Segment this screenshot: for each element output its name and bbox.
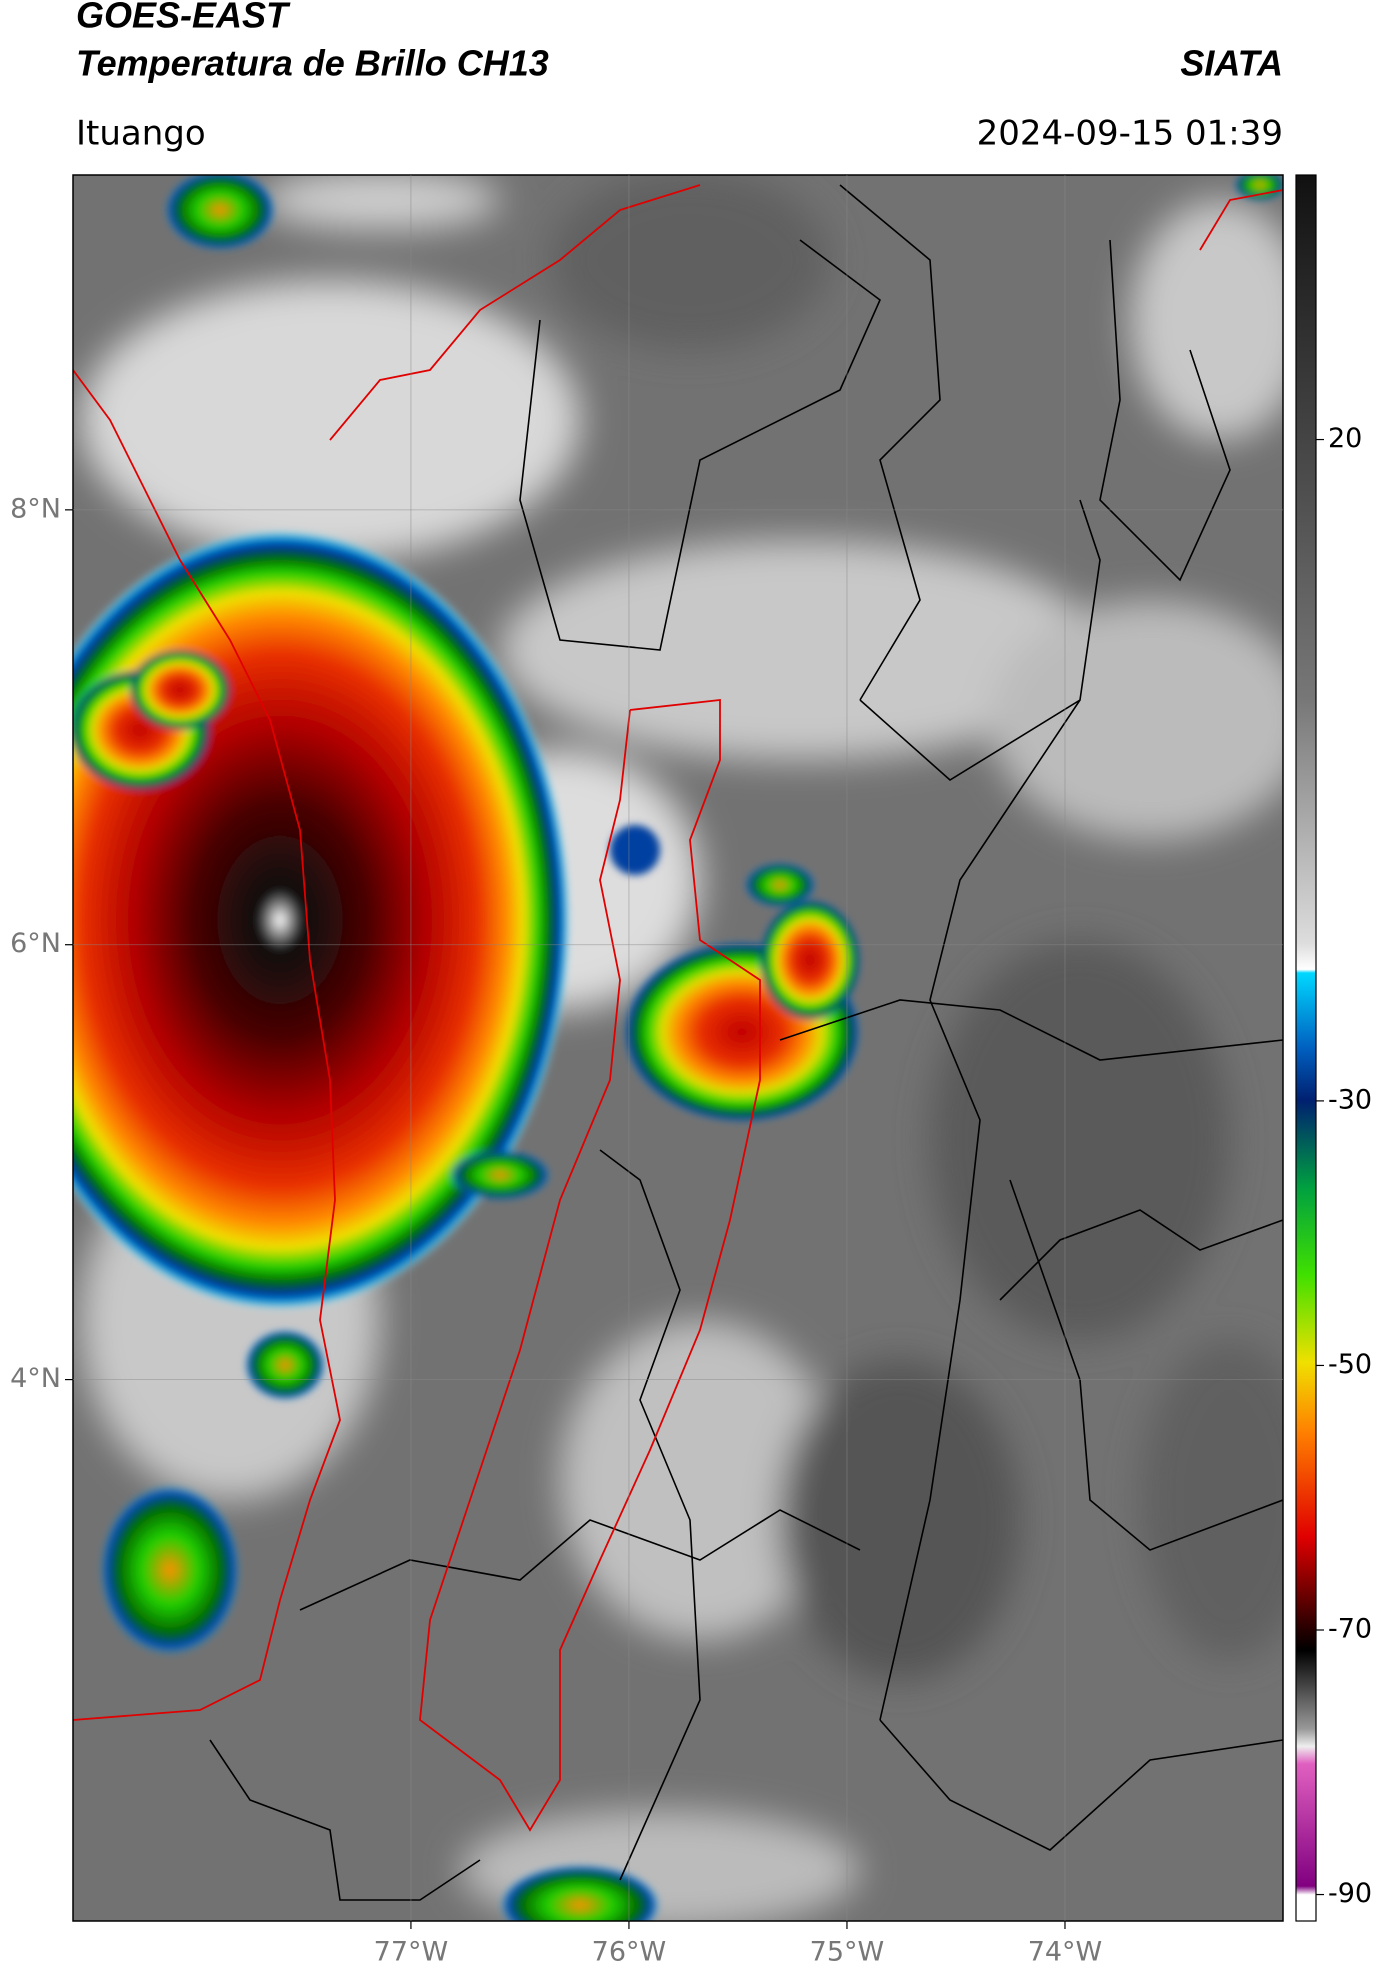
lat-label: 6°N bbox=[10, 928, 61, 959]
colorbar-label: 20 bbox=[1328, 423, 1362, 454]
storm-cells bbox=[73, 175, 1283, 1921]
map-frame bbox=[72, 174, 1284, 1922]
lon-label: 76°W bbox=[592, 1937, 667, 1968]
cloud-field bbox=[80, 175, 1283, 1921]
lon-label: 75°W bbox=[810, 1937, 885, 1968]
colorbar-label: -30 bbox=[1328, 1084, 1372, 1115]
source: SIATA bbox=[1180, 43, 1283, 84]
admin-borders bbox=[209, 184, 1283, 1901]
location: Ituango bbox=[76, 114, 206, 154]
lon-label: 74°W bbox=[1028, 1937, 1103, 1968]
lat-label: 4°N bbox=[10, 1363, 61, 1394]
title: Temperatura de Brillo CH13 bbox=[76, 43, 549, 84]
lon-label: 77°W bbox=[374, 1937, 449, 1968]
datetime: 2024-09-15 01:39 bbox=[977, 114, 1283, 154]
title: GOES-EAST bbox=[76, 0, 291, 36]
region-borders bbox=[73, 184, 1283, 1832]
colorbar bbox=[1295, 174, 1317, 1922]
map bbox=[73, 175, 1283, 1921]
lat-label: 8°N bbox=[10, 493, 61, 524]
colorbar-label: -70 bbox=[1328, 1614, 1372, 1645]
colorbar-label: -50 bbox=[1328, 1349, 1372, 1380]
colorbar-label: -90 bbox=[1328, 1878, 1372, 1909]
